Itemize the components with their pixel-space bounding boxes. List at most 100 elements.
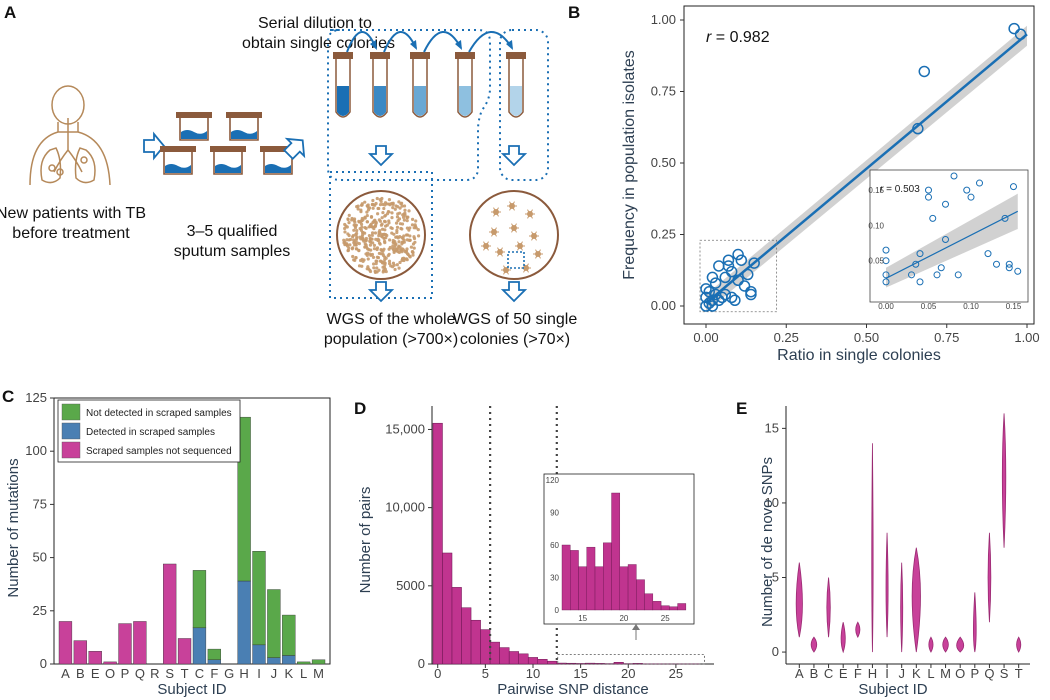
petri-dish-icon: [329, 171, 433, 299]
b-data-point: [748, 257, 760, 269]
b-inset-data-point: [942, 200, 949, 208]
b-data-point: [745, 285, 757, 298]
c-bar-segment: [237, 580, 251, 665]
e-x-tick-label: L: [927, 666, 934, 681]
b-inset-r-annotation: r = 0.503: [880, 184, 920, 195]
c-bar-segment: [282, 655, 296, 665]
c-x-tick-label: R: [150, 666, 159, 681]
d-histogram-bar: [470, 619, 481, 665]
e-y-axis-label: Number of de novo SNPs: [759, 457, 776, 627]
arrow-icon: [282, 137, 306, 161]
d-x-tick-label: 10: [526, 666, 540, 681]
b-inset-data-point: [908, 271, 915, 279]
d-inset-bar: [586, 546, 596, 611]
b-data-point: [741, 268, 754, 281]
b-data-point: [725, 265, 738, 278]
c-x-tick-label: B: [76, 666, 85, 681]
d-histogram-bar: [547, 660, 558, 665]
e-violin: [826, 577, 831, 638]
e-violin: [1016, 636, 1022, 653]
d-inset-bar: [619, 566, 629, 611]
c-legend-label: Not detected in scraped samples: [86, 408, 232, 419]
b-data-point: [1014, 28, 1027, 41]
b-data-point: [706, 300, 719, 312]
b-inset-x-tick-label: 0.05: [921, 302, 937, 311]
b-y-tick-label: 0.00: [651, 298, 676, 313]
c-legend-swatch: [61, 403, 81, 421]
d-inset-bar: [578, 566, 587, 611]
c-bar-segment: [58, 621, 73, 665]
test-tube-icon: [333, 31, 526, 118]
b-data-point: [713, 260, 725, 272]
e-violin: [1001, 413, 1007, 548]
b-r-value: = 0.982: [711, 29, 769, 46]
e-violin: [871, 443, 874, 653]
c-legend-frame: [57, 399, 241, 463]
d-inset-bar: [677, 603, 687, 611]
d-y-axis-label: Number of pairs: [357, 487, 374, 594]
b-y-tick-label: 0.50: [651, 155, 676, 170]
b-x-tick-label: 0.25: [774, 330, 799, 345]
b-inset-data-point: [963, 186, 971, 194]
e-x-tick-label: H: [868, 666, 877, 681]
b-inset-x-tick-label: 0.15: [1006, 302, 1022, 311]
e-x-tick-label: T: [1015, 666, 1023, 681]
b-inset-data-point: [882, 271, 890, 279]
c-bar-segment: [118, 623, 132, 665]
c-bar-segment: [103, 661, 117, 665]
d-inset-bar: [561, 544, 571, 611]
b-data-point: [713, 294, 725, 307]
b-x-tick-label: 1.00: [1014, 330, 1039, 345]
c-bar-segment: [237, 416, 251, 582]
b-inset-data-point: [882, 278, 890, 286]
c-legend-swatch: [61, 422, 81, 440]
e-x-tick-label: B: [810, 666, 819, 681]
c-x-axis-label: Subject ID: [157, 681, 226, 698]
d-inset-pointer-head: [632, 624, 640, 630]
b-inset-data-point: [1005, 264, 1013, 272]
d-histogram-bar: [518, 653, 529, 665]
d-inset-y-tick-label: 60: [550, 541, 559, 550]
panel-a-label: A: [4, 3, 16, 22]
b-inset-data-point: [937, 264, 945, 272]
arrow-icon: [143, 131, 166, 161]
c-legend: Not detected in scraped samples Detected …: [57, 399, 241, 463]
d-inset-x-tick-label: 25: [661, 614, 670, 623]
e-x-tick-label: C: [824, 666, 833, 681]
arrow-icon: [500, 145, 528, 167]
d-inset-bar: [603, 542, 612, 611]
e-violin: [810, 636, 818, 653]
b-data-point: [700, 300, 712, 312]
b-data-point: [732, 248, 744, 261]
b-data-point: [706, 271, 719, 284]
panel-a: A New patients with TB before treatment …: [0, 3, 577, 348]
b-inset-y-tick-label: 0.15: [868, 186, 884, 195]
d-x-tick-label: 0: [434, 666, 441, 681]
b-fit-line: [705, 33, 1028, 305]
d-x-axis-label: Pairwise SNP distance: [497, 681, 648, 698]
d-inset-y-tick-label: 30: [550, 574, 559, 583]
c-x-tick-label: E: [91, 666, 100, 681]
c-bar-segment: [252, 644, 266, 665]
d-x-tick-label: 20: [621, 666, 635, 681]
e-y-tick-label: 0: [772, 644, 779, 659]
c-x-tick-label: C: [195, 666, 204, 681]
panel-b-label: B: [568, 3, 580, 22]
e-violin: [911, 547, 921, 653]
b-inset-data-point: [916, 278, 924, 286]
d-histogram-bar: [480, 629, 491, 665]
d-histogram-bar: [556, 662, 567, 665]
d-histogram-bar: [632, 663, 643, 665]
b-inset-data-point: [925, 193, 932, 201]
b-data-point: [918, 65, 931, 78]
panel-d: D 0 5000 10,000 15,000 0 5 10 15 20 25 0 30 60 90 120 1…: [354, 399, 714, 698]
c-y-axis-label: Number of mutations: [5, 458, 22, 597]
b-data-point: [729, 294, 741, 307]
c-plot-area: [53, 397, 331, 665]
c-legend-label: Scraped samples not sequenced: [86, 446, 232, 457]
d-y-tick-label: 10,000: [385, 500, 425, 515]
d-inset-bar: [660, 605, 670, 611]
c-x-tick-label: T: [181, 666, 189, 681]
e-violin: [855, 621, 861, 638]
d-zoom-box: [557, 654, 705, 665]
